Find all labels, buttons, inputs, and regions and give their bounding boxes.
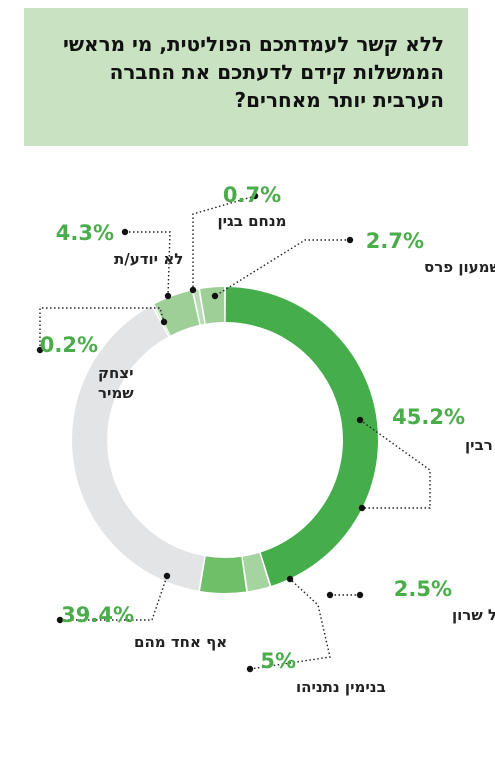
slice-percent-4: 0.2% — [40, 333, 98, 357]
donut-slice-2 — [200, 556, 247, 593]
slice-label-6: מנחם בגין — [217, 212, 286, 230]
leader-dot-2-1 — [286, 575, 294, 583]
leader-dot-5-1 — [164, 292, 172, 300]
slice-label-0: יצחק רבין — [465, 436, 495, 454]
leader-dot-4-0 — [36, 346, 44, 354]
slice-percent-3: 39.4% — [61, 603, 134, 627]
leader-dot-1-0 — [356, 591, 364, 599]
slice-label-2: בנימין נתניהו — [296, 678, 386, 696]
leader-dot-3-1 — [163, 572, 171, 580]
donut-slice-0 — [225, 287, 379, 586]
slice-label-4-line1: שמיר — [98, 384, 134, 402]
leader-dot-6-0 — [251, 192, 259, 200]
slice-percent-2: 5% — [260, 649, 296, 673]
leader-dot-6-1 — [189, 286, 197, 294]
leader-line-4 — [39, 307, 165, 350]
leader-dot-0-0 — [356, 416, 364, 424]
slice-label-7: שמעון פרס — [424, 258, 495, 276]
donut-slice-7 — [200, 287, 225, 324]
leader-dot-2-0 — [246, 665, 254, 673]
slice-percent-5: 4.3% — [56, 221, 114, 245]
slice-label-1: אריאל שרון — [452, 606, 495, 624]
title-box: ללא קשר לעמדתכם הפוליטית, מי מראשי הממשל… — [24, 8, 468, 146]
leader-dot-0-1 — [358, 504, 366, 512]
slice-percent-6: 0.7% — [223, 183, 281, 207]
leader-line-7 — [214, 239, 350, 297]
leader-line-0 — [359, 419, 431, 509]
donut-slice-1 — [242, 552, 270, 592]
donut-slice-6 — [193, 289, 205, 325]
donut-slice-3 — [71, 305, 205, 591]
leader-line-2 — [249, 578, 331, 670]
leader-line-5 — [125, 231, 171, 297]
leader-dot-3-0 — [56, 616, 64, 624]
leader-dot-7-1 — [211, 292, 219, 300]
leader-line-6 — [192, 195, 256, 290]
slice-percent-7: 2.7% — [366, 229, 424, 253]
leader-dot-4-1 — [160, 318, 168, 326]
leader-dot-1-1 — [326, 591, 334, 599]
slice-label-5: לא יודע/ת — [114, 250, 183, 268]
leader-dot-7-0 — [346, 236, 354, 244]
leader-dot-5-0 — [121, 228, 129, 236]
slice-label-4-line0: יצחק — [98, 364, 134, 382]
leader-line-3 — [60, 575, 168, 621]
chart-title: ללא קשר לעמדתכם הפוליטית, מי מראשי הממשל… — [62, 32, 444, 112]
slice-percent-0: 45.2% — [392, 405, 465, 429]
slice-label-3: אף אחד מהם — [134, 633, 227, 651]
slice-percent-1: 2.5% — [394, 577, 452, 601]
